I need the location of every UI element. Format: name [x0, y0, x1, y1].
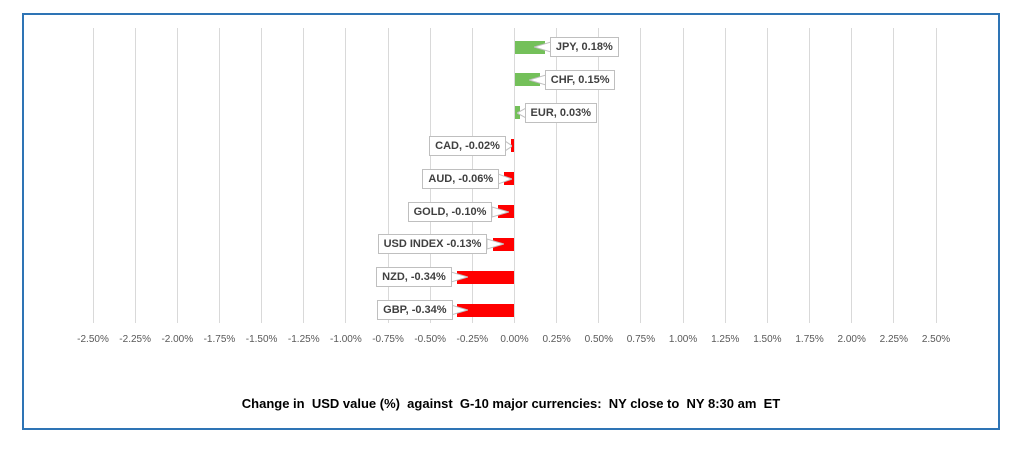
x-axis-tick-label: 1.75%	[795, 334, 824, 345]
data-label-leader	[516, 107, 526, 119]
gridline	[92, 28, 94, 323]
data-label-jpy: JPY, 0.18%	[549, 37, 619, 57]
chart-title: Change in USD value (%) against G-10 maj…	[241, 396, 781, 411]
gridline	[809, 28, 811, 323]
gridline	[640, 28, 642, 323]
gridline	[893, 28, 895, 323]
gridline	[218, 28, 220, 323]
x-axis-tick-label: -1.50%	[245, 334, 278, 345]
data-label-leader	[491, 205, 509, 218]
gridline	[724, 28, 726, 323]
gridline	[176, 28, 178, 323]
gridline	[598, 28, 600, 323]
x-axis-tick-label: -1.75%	[203, 334, 236, 345]
x-axis-tick-label: 1.25%	[711, 334, 740, 345]
gridline	[303, 28, 305, 323]
gridline	[851, 28, 853, 323]
data-label-gold: GOLD, -0.10%	[407, 201, 493, 222]
bar-jpy	[514, 40, 545, 54]
x-axis-tick-label: -0.75%	[372, 334, 404, 345]
gridline	[134, 28, 136, 323]
x-axis-tick-label: -2.00%	[161, 334, 194, 345]
x-axis-tick-label: -2.25%	[119, 334, 151, 345]
data-label-gbp: GBP, -0.34%	[377, 300, 453, 321]
x-axis-tick-label: 2.25%	[879, 334, 909, 345]
x-axis-tick-label: -2.50%	[77, 334, 109, 345]
gridline	[514, 28, 515, 323]
x-axis-tick-label: 1.00%	[668, 334, 698, 345]
data-label-nzd: NZD, -0.34%	[376, 267, 452, 288]
x-axis-tick-label: 2.50%	[921, 334, 951, 345]
data-label-leader	[451, 304, 469, 316]
gridline	[556, 28, 558, 323]
data-label-eur: EUR, 0.03%	[524, 102, 598, 123]
data-label-leader	[451, 271, 469, 283]
x-axis-tick-label: -0.50%	[414, 334, 447, 345]
x-axis-tick-label: -1.00%	[330, 334, 362, 345]
bar-gbp	[457, 303, 515, 317]
bar-chf	[514, 73, 540, 87]
x-axis-tick-label: -0.25%	[456, 334, 489, 345]
data-label-chf: CHF, 0.15%	[544, 69, 616, 90]
bar-cad	[511, 139, 515, 153]
x-axis-tick-label: -1.25%	[287, 334, 320, 345]
data-label-aud: AUD, -0.06%	[422, 168, 500, 189]
data-label-usd-index: USD INDEX -0.13%	[377, 234, 488, 255]
data-label-leader	[498, 173, 513, 185]
gridline	[935, 28, 937, 323]
data-label-cad: CAD, -0.02%	[429, 135, 506, 156]
data-label-leader	[528, 74, 546, 86]
x-axis-tick-label: 0.75%	[626, 334, 656, 345]
gridline	[682, 28, 684, 323]
gridline	[387, 28, 389, 323]
bar-nzd	[457, 270, 515, 284]
gridline	[766, 28, 768, 323]
data-label-leader	[486, 238, 504, 250]
x-axis-tick-label: 0.00%	[500, 334, 529, 345]
plot-area: -2.50% -2.25% -2.00% -1.75% -1.50% -1.25% -1.0…	[24, 15, 998, 428]
gridline	[261, 28, 263, 323]
data-label-leader	[505, 140, 513, 152]
x-axis-tick-label: 0.50%	[584, 334, 613, 345]
chart-frame: -2.50% -2.25% -2.00% -1.75% -1.50% -1.25% -1.0…	[22, 13, 1000, 430]
data-label-leader	[533, 41, 551, 53]
x-axis-tick-label: 0.25%	[542, 334, 571, 345]
x-axis-tick-label: 1.50%	[753, 334, 782, 345]
x-axis-tick-label: 2.00%	[837, 334, 866, 345]
gridline	[345, 28, 347, 323]
